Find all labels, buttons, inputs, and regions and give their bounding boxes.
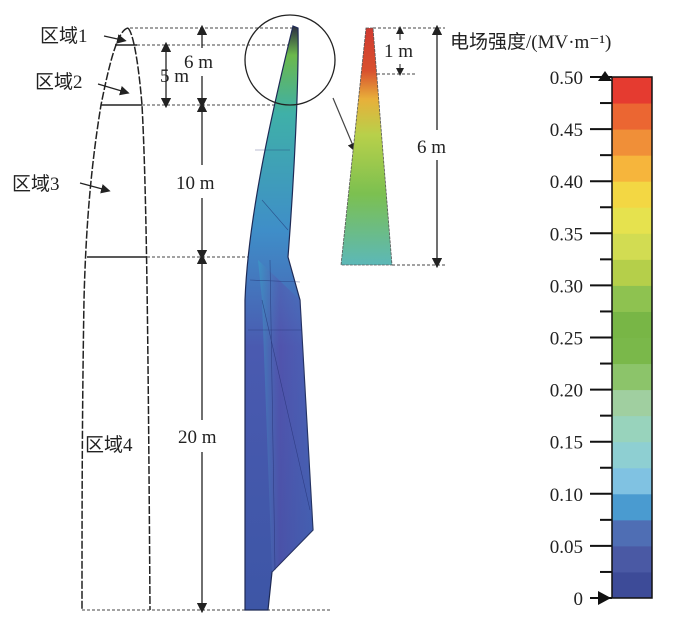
colorbar-band	[612, 77, 652, 104]
region-2-arrow	[97, 83, 130, 96]
dim-20m-label: 20 m	[178, 427, 217, 448]
colorbar: 0 0.05 0.10 0.15 0.20 0.25 0.30 0.35 0.40 0.45 0.5…	[550, 68, 653, 610]
dim-5m-label: 5 m	[160, 66, 189, 87]
colorbar-band	[612, 363, 652, 391]
colorbar-band	[612, 207, 652, 234]
colorbar-tick-label: 0.05	[550, 537, 583, 558]
colorbar-band	[612, 259, 652, 286]
colorbar-band	[612, 233, 652, 260]
colorbar-tick-label: 0.10	[550, 485, 583, 506]
dim-6m-label: 6 m	[184, 52, 213, 73]
colorbar-band	[612, 545, 652, 573]
colorbar-tick-label: 0	[574, 589, 584, 610]
region-1-arrow	[103, 34, 127, 44]
colorbar-tick-label: 0.30	[550, 276, 583, 297]
region-outline	[81, 27, 151, 611]
colorbar-band	[612, 571, 652, 599]
colorbar-tick-label: 0.50	[550, 68, 583, 89]
min-triangle-icon	[598, 591, 611, 605]
colorbar-tick-label: 0.35	[550, 224, 583, 245]
region-4-label: 区域4	[85, 434, 133, 456]
colorbar-tick-label: 0.15	[550, 433, 583, 454]
colorbar-band	[612, 285, 652, 312]
region-1-label: 区域1	[40, 25, 88, 47]
colorbar-band	[612, 441, 652, 469]
colorbar-band	[612, 103, 652, 130]
colorbar-band	[612, 415, 652, 443]
region-3-arrow	[79, 182, 111, 194]
zoom-arrow	[332, 97, 357, 153]
colorbar-title: 电场强度/(MV·m⁻¹)	[450, 31, 611, 53]
colorbar-band	[612, 311, 652, 338]
colorbar-band	[612, 337, 652, 365]
colorbar-tick-label: 0.20	[550, 381, 583, 402]
colorbar-band	[612, 181, 652, 208]
colorbar-tick-label: 0.40	[550, 172, 583, 193]
colorbar-band	[612, 389, 652, 417]
tip-inset	[340, 24, 445, 269]
dimension-arrows	[160, 24, 208, 614]
colorbar-tick-label: 0.25	[550, 329, 583, 350]
region-2-label: 区域2	[35, 71, 83, 93]
inset-1m-label: 1 m	[384, 41, 413, 62]
max-triangle-icon	[598, 71, 612, 81]
inset-6m-label: 6 m	[417, 137, 446, 158]
colorbar-band	[612, 493, 652, 521]
colorbar-band	[612, 129, 652, 156]
tower-field-plot	[244, 14, 357, 611]
region-3-label: 区域3	[12, 173, 60, 195]
dim-10m-label: 10 m	[176, 173, 215, 194]
zoom-circle	[244, 14, 336, 106]
colorbar-band	[612, 155, 652, 182]
colorbar-tick-label: 0.45	[550, 120, 583, 141]
colorbar-band	[612, 467, 652, 495]
colorbar-band	[612, 519, 652, 547]
